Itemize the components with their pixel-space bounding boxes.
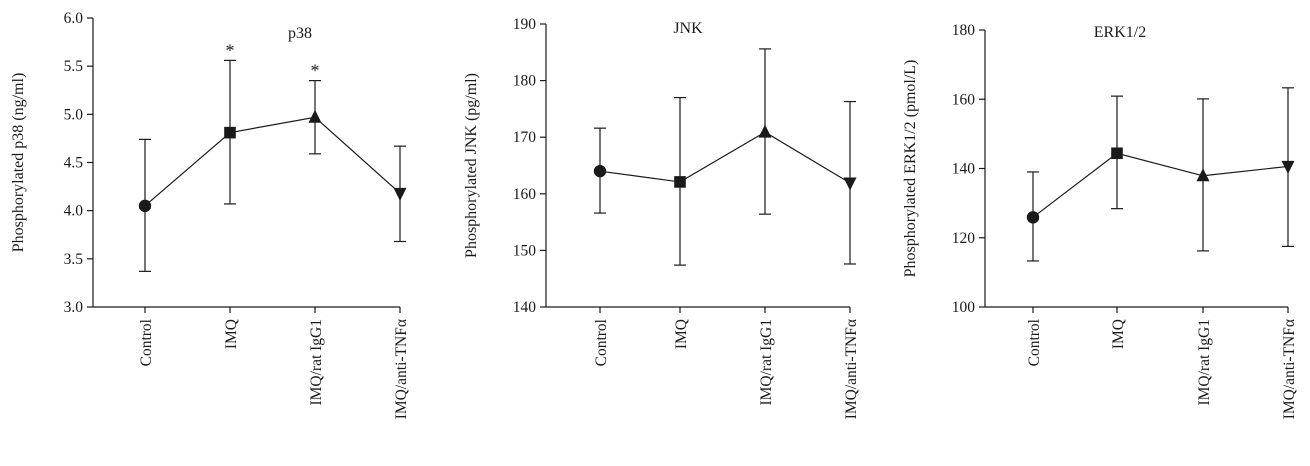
series-0 xyxy=(138,59,407,272)
marker-circle xyxy=(1026,211,1040,224)
y-tick-label: 100 xyxy=(952,299,976,316)
x-tick-label: IMQ/rat IgG1 xyxy=(1196,319,1213,406)
marker-square xyxy=(1111,147,1123,160)
marker-triangle-up xyxy=(308,109,322,123)
x-tick-label: IMQ/anti-TNFα xyxy=(1281,319,1298,419)
y-tick-label: 5.5 xyxy=(64,58,84,75)
y-tick-label: 5.0 xyxy=(64,106,84,123)
x-tick-label: Control xyxy=(593,319,610,366)
y-tick-label: 140 xyxy=(952,161,976,178)
chart-title: p38 xyxy=(288,25,312,42)
y-tick-label: 160 xyxy=(952,91,976,108)
y-tick-label: 4.5 xyxy=(64,155,84,172)
y-tick-label: 190 xyxy=(513,16,537,33)
series-line xyxy=(599,131,851,184)
y-axis-label: Phosphorylated ERK1/2 (pmol/L) xyxy=(902,60,919,278)
y-tick-label: 170 xyxy=(513,129,537,146)
marker-square xyxy=(674,176,686,188)
x-tick-label: IMQ/rat IgG1 xyxy=(308,319,325,406)
y-tick-label: 140 xyxy=(513,299,537,316)
marker-triangle-down xyxy=(393,187,407,201)
x-tick-label: Control xyxy=(1026,319,1043,366)
chart-title: ERK1/2 xyxy=(1094,24,1146,41)
chart-panel-0: 3.0 3.5 4.0 4.5 5.0 5.5 6.0 Control IMQ IMQ/rat I… xyxy=(10,10,410,419)
x-tick-label: Control xyxy=(138,319,155,366)
x-tick-label: IMQ xyxy=(1110,319,1127,349)
x-tick-label: IMQ/anti-TNFα xyxy=(393,319,410,419)
chart-panel-2: 100 120 140 160 180 Control IMQ IMQ/rat IgG1 IMQ… xyxy=(902,22,1298,419)
series-line xyxy=(144,116,401,207)
series-0 xyxy=(1026,87,1295,262)
significance-marker: * xyxy=(226,40,235,60)
x-tick-label: IMQ xyxy=(673,319,690,349)
series-0 xyxy=(593,48,857,266)
marker-square xyxy=(224,126,236,139)
x-tick-label: IMQ/rat IgG1 xyxy=(758,319,775,406)
y-tick-label: 4.0 xyxy=(64,203,84,220)
y-tick-label: 180 xyxy=(513,73,537,90)
y-tick-label: 150 xyxy=(513,242,537,259)
chart-panel-1: 140 150 160 170 180 190 Control IMQ IMQ/rat IgG1… xyxy=(463,16,860,419)
y-axis-label: Phosphorylated JNK (pg/ml) xyxy=(463,73,480,258)
x-tick-label: IMQ/anti-TNFα xyxy=(843,319,860,419)
y-axis-label: Phosphorylated p38 (ng/ml) xyxy=(10,73,27,253)
series-line xyxy=(1032,152,1289,218)
y-tick-label: 6.0 xyxy=(64,10,84,27)
y-tick-label: 180 xyxy=(952,22,976,39)
x-tick-label: IMQ xyxy=(223,319,240,349)
marker-circle xyxy=(593,164,607,178)
y-tick-label: 3.5 xyxy=(64,251,84,268)
marker-triangle-down xyxy=(843,177,857,191)
marker-triangle-up xyxy=(758,124,772,138)
marker-triangle-down xyxy=(1281,160,1295,174)
y-tick-label: 160 xyxy=(513,186,537,203)
marker-circle xyxy=(138,199,152,213)
marker-triangle-up xyxy=(1196,168,1210,182)
y-tick-label: 120 xyxy=(952,230,976,247)
y-tick-label: 3.0 xyxy=(64,299,84,316)
chart-title: JNK xyxy=(673,20,703,37)
significance-marker: * xyxy=(311,61,320,81)
